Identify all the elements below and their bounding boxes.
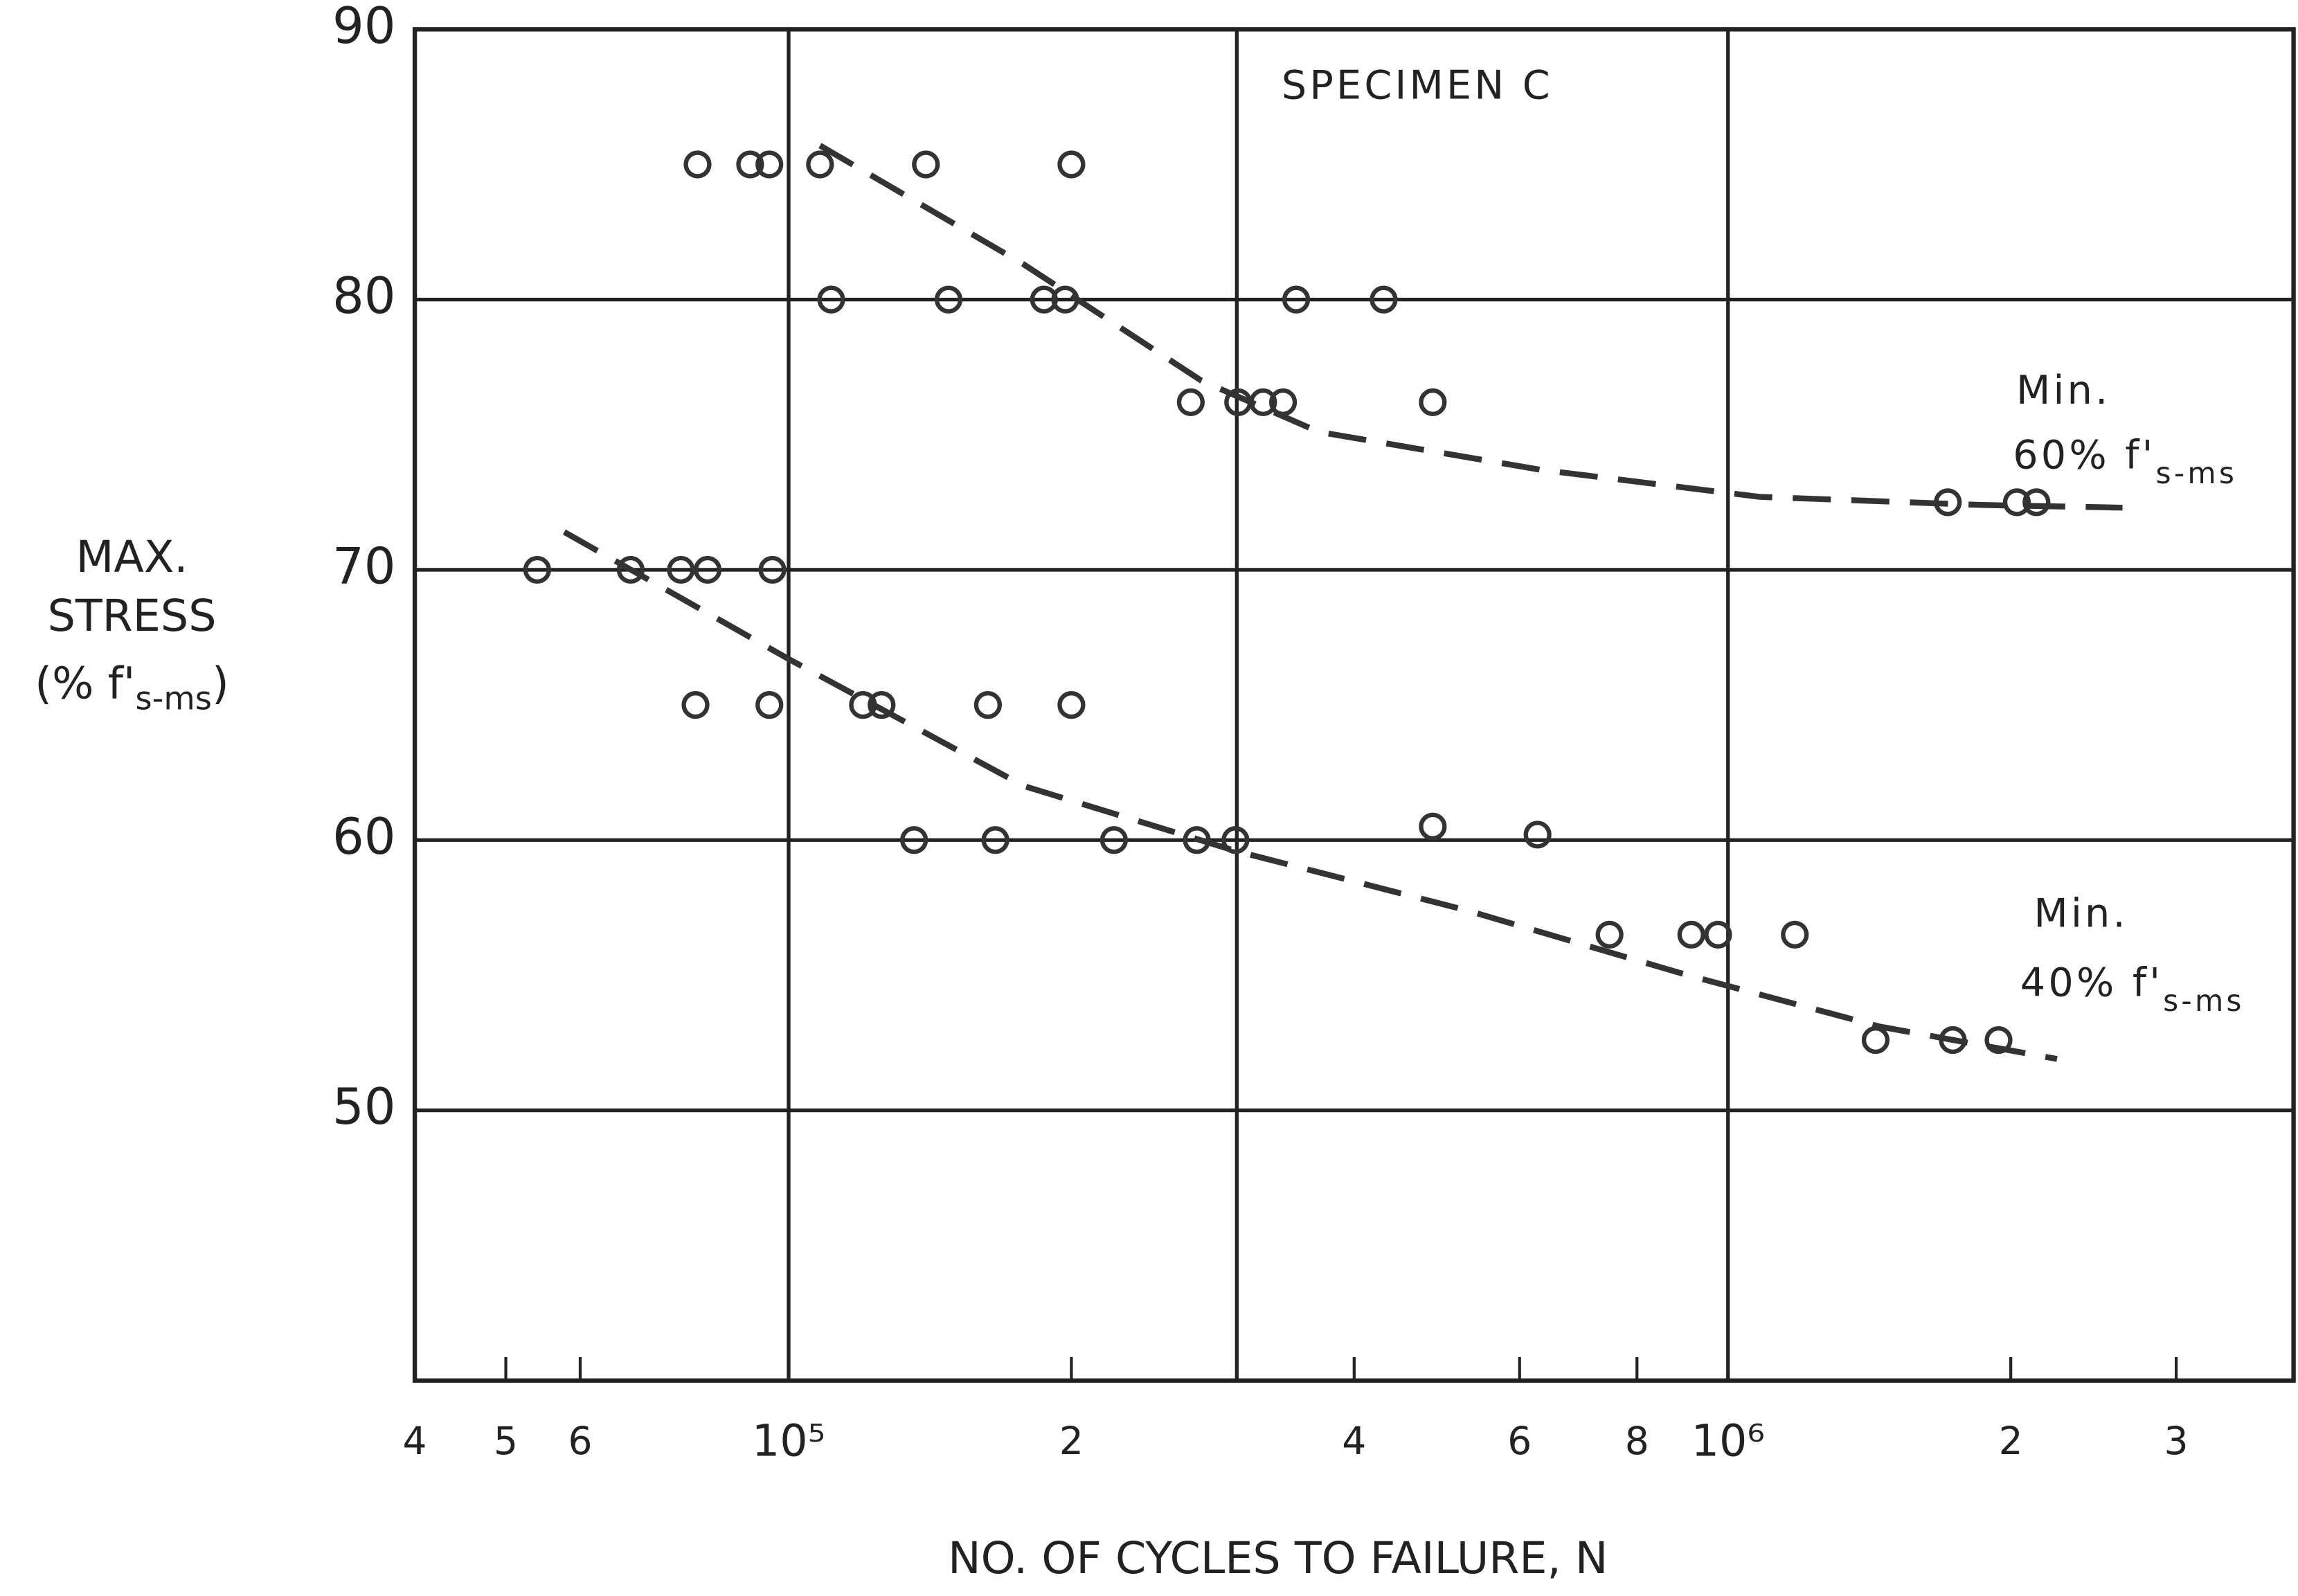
data-point [868,690,896,719]
data-point [755,690,784,719]
annotation: 60% f's-ms [2013,432,2237,490]
data-point [667,555,695,584]
data-point [1370,285,1398,314]
y-axis-label: STRESS [48,590,217,641]
data-point [736,150,764,179]
data-point [681,690,710,719]
data-point [1523,821,1552,849]
data-point [693,555,722,584]
data-point [1057,150,1086,179]
x-tick-label: 2 [1059,1419,1084,1463]
y-tick-label: 50 [332,1077,396,1136]
x-axis-label: NO. OF CYCLES TO FAILURE, N [948,1532,1608,1584]
data-point [755,150,784,179]
y-tick-label: 90 [332,0,396,55]
data-point [1419,812,1447,841]
data-point [934,285,963,314]
y-axis-label: MAX. [76,531,188,582]
x-tick-label: 6 [1507,1419,1532,1463]
data-point [900,826,928,854]
x-tick-label: 2 [1999,1419,2023,1463]
x-tick-label: 10⁵ [752,1415,825,1466]
data-point [1984,1025,2013,1055]
data-point [1704,920,1732,949]
data-point [1677,920,1705,949]
data-point [1176,388,1205,417]
fit-curve [818,143,2123,511]
x-tick-label: 10⁶ [1691,1415,1765,1466]
data-point [1057,690,1086,719]
data-point [1099,826,1129,854]
data-point [758,555,787,584]
y-axis-label: (% f's-ms) [35,657,228,717]
x-tick-label: 4 [403,1419,427,1463]
data-point [1781,920,1809,949]
x-tick-label: 5 [494,1419,518,1463]
chart-title: SPECIMEN C [1282,63,1553,109]
plot-frame [412,27,2296,1383]
annotation: Min. [2016,368,2110,413]
x-tick-label: 8 [1625,1419,1649,1463]
data-point [1282,285,1311,314]
y-tick-label: 70 [332,537,396,595]
data-point [2022,488,2051,517]
data-point [973,690,1002,719]
x-tick-label: 3 [2164,1419,2189,1463]
data-point [1221,826,1250,854]
data-point [981,826,1009,854]
data-point [1861,1025,1890,1055]
fit-curve [562,529,2058,1062]
data-point [2002,488,2031,517]
x-tick-label: 6 [568,1419,592,1463]
data-point [1419,388,1447,417]
data-point [683,150,712,179]
annotation: 40% f's-ms [2020,960,2245,1017]
data-point [817,285,845,314]
data-point [912,150,940,179]
data-point [806,150,834,179]
y-tick-label: 60 [332,807,396,866]
data-point [616,555,645,584]
y-tick-label: 80 [332,267,396,325]
data-point [1595,920,1624,949]
data-point [523,555,552,584]
x-tick-label: 4 [1342,1419,1366,1463]
annotation: Min. [2034,890,2128,936]
